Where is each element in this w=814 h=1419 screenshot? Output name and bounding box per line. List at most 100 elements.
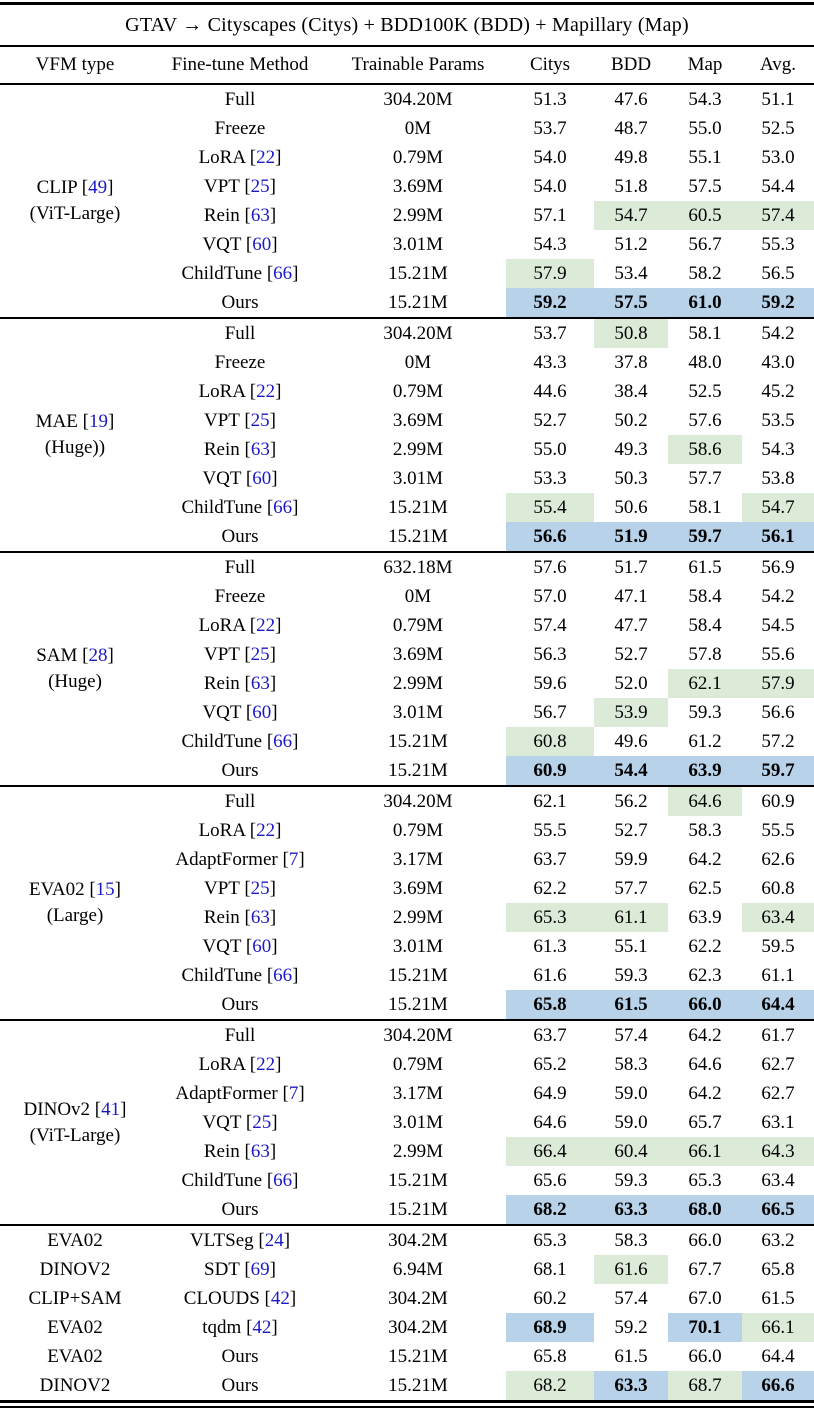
method-cell: Full [150, 83, 330, 114]
value-cell-avg: 61.7 [742, 1019, 814, 1050]
vfm-variant: (ViT-Large) [29, 203, 121, 224]
value-cell-bdd: 58.3 [614, 1054, 648, 1075]
method-cell: VQT [60] [202, 234, 278, 255]
value-cell-bdd: 61.5 [614, 1346, 648, 1367]
citation-ref[interactable]: 63 [250, 673, 270, 694]
citation-ref[interactable]: 63 [250, 907, 270, 928]
value-cell-bdd: 61.5 [594, 990, 668, 1020]
value-cell-map: 58.2 [688, 263, 722, 284]
table-row: EVA02 VLTSeg [24] 304.2M 65.3 58.3 66.0 63.2 [0, 1224, 814, 1255]
citation-ref[interactable]: 7 [288, 849, 299, 870]
method-cell: VPT [25] [204, 410, 276, 431]
value-cell-citys: 63.7 [533, 849, 567, 870]
value-cell-citys: 53.7 [533, 118, 567, 139]
citation-ref[interactable]: 69 [250, 1259, 270, 1280]
table-row: Ours 15.21M 60.9 54.4 63.9 59.7 [0, 756, 814, 786]
value-cell-citys: 64.6 [533, 1112, 567, 1133]
table-row: ChildTune [66] 15.21M 55.4 50.6 58.1 54.7 [0, 493, 814, 522]
value-cell-bdd: 51.2 [614, 234, 648, 255]
params-cell: 15.21M [388, 965, 448, 986]
value-cell-citys: 60.8 [506, 727, 594, 756]
value-cell-avg: 65.8 [761, 1259, 795, 1280]
value-cell-map: 57.8 [688, 644, 722, 665]
table-row: VQT [60] 3.01M 61.3 55.1 62.2 59.5 [0, 932, 814, 961]
value-cell-map: 58.1 [688, 497, 722, 518]
value-cell-avg: 56.6 [761, 702, 795, 723]
value-cell-avg: 57.2 [761, 731, 795, 752]
citation-ref[interactable]: 25 [252, 1112, 272, 1133]
citation-ref[interactable]: 15 [95, 879, 115, 901]
value-cell-bdd: 57.5 [594, 288, 668, 318]
citation-ref[interactable]: 28 [88, 645, 108, 667]
citation-ref[interactable]: 22 [256, 615, 276, 636]
value-cell-bdd: 53.4 [614, 263, 648, 284]
table-row: ChildTune [66] 15.21M 61.6 59.3 62.3 61.1 [0, 961, 814, 990]
citation-ref[interactable]: 66 [273, 1170, 293, 1191]
value-cell-citys: 57.9 [506, 259, 594, 288]
value-cell-map: 57.7 [688, 468, 722, 489]
value-cell-citys: 44.6 [533, 381, 567, 402]
vfm-variant: (Huge) [48, 671, 102, 692]
citation-ref[interactable]: 24 [264, 1230, 284, 1251]
method-cell: VPT [25] [204, 176, 276, 197]
citation-ref[interactable]: 60 [252, 234, 272, 255]
citation-ref[interactable]: 42 [270, 1288, 290, 1309]
method-cell: VQT [60] [202, 468, 278, 489]
params-cell: 15.21M [388, 292, 448, 313]
value-cell-citys: 54.0 [533, 147, 567, 168]
table-row: VPT [25] 3.69M 56.3 52.7 57.8 55.6 [0, 640, 814, 669]
value-cell-avg: 53.0 [761, 147, 795, 168]
value-cell-citys: 56.3 [533, 644, 567, 665]
value-cell-avg: 66.1 [742, 1313, 814, 1342]
citation-ref[interactable]: 66 [273, 497, 293, 518]
params-cell: 304.2M [388, 1317, 448, 1338]
value-cell-avg: 52.5 [761, 118, 795, 139]
citation-ref[interactable]: 66 [273, 263, 293, 284]
value-cell-avg: 64.3 [742, 1137, 814, 1166]
citation-ref[interactable]: 60 [252, 468, 272, 489]
citation-ref[interactable]: 49 [88, 177, 108, 199]
citation-ref[interactable]: 60 [252, 702, 272, 723]
method-cell: ChildTune [66] [181, 1170, 299, 1191]
value-cell-bdd: 59.9 [614, 849, 648, 870]
citation-ref[interactable]: 66 [273, 965, 293, 986]
params-cell: 3.69M [392, 644, 444, 665]
table-row: Rein [63] 2.99M 66.4 60.4 66.1 64.3 [0, 1137, 814, 1166]
value-cell-citys: 51.3 [506, 83, 594, 114]
citation-ref[interactable]: 22 [256, 820, 276, 841]
citation-ref[interactable]: 63 [250, 205, 270, 226]
citation-ref[interactable]: 22 [256, 1054, 276, 1075]
value-cell-avg: 62.7 [761, 1054, 795, 1075]
value-cell-map: 58.4 [688, 615, 722, 636]
method-cell: Full [150, 1019, 330, 1050]
params-cell: 2.99M [392, 907, 444, 928]
bottom-rule [0, 1400, 814, 1408]
value-cell-citys: 68.1 [533, 1259, 567, 1280]
citation-ref[interactable]: 25 [250, 878, 270, 899]
method-cell: Full [150, 317, 330, 348]
citation-ref[interactable]: 41 [101, 1098, 121, 1120]
method-cell: VQT [60] [202, 936, 278, 957]
vfm-variant: (ViT-Large) [29, 1124, 121, 1146]
citation-ref[interactable]: 25 [250, 410, 270, 431]
value-cell-map: 61.5 [668, 551, 742, 582]
citation-ref[interactable]: 25 [250, 644, 270, 665]
citation-ref[interactable]: 66 [273, 731, 293, 752]
value-cell-bdd: 49.8 [614, 147, 648, 168]
citation-ref[interactable]: 42 [252, 1317, 272, 1338]
citation-ref[interactable]: 19 [88, 411, 108, 433]
citation-ref[interactable]: 63 [250, 1141, 270, 1162]
value-cell-map: 70.1 [668, 1313, 742, 1342]
value-cell-map: 58.3 [688, 820, 722, 841]
value-cell-bdd: 61.6 [594, 1255, 668, 1284]
citation-ref[interactable]: 63 [250, 439, 270, 460]
column-header-vfm-type: VFM type [0, 47, 150, 85]
value-cell-citys: 52.7 [533, 410, 567, 431]
citation-ref[interactable]: 22 [256, 147, 276, 168]
value-cell-citys: 63.7 [506, 1019, 594, 1050]
params-cell: 6.94M [392, 1259, 444, 1280]
citation-ref[interactable]: 60 [252, 936, 272, 957]
citation-ref[interactable]: 25 [250, 176, 270, 197]
citation-ref[interactable]: 22 [256, 381, 276, 402]
citation-ref[interactable]: 7 [288, 1083, 299, 1104]
